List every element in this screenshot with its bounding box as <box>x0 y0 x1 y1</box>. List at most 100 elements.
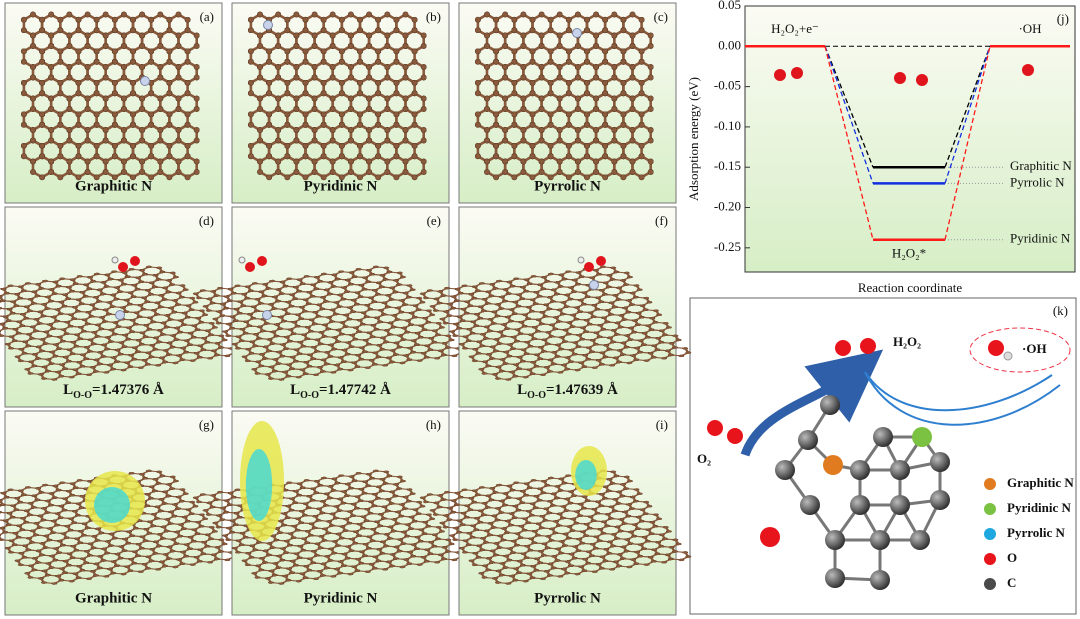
graphene <box>421 265 690 382</box>
oxygen-atom <box>584 262 594 272</box>
caption-part: L <box>63 382 73 398</box>
atom <box>798 430 818 450</box>
isosurface <box>245 449 273 521</box>
atom <box>707 420 723 436</box>
atom <box>930 452 950 472</box>
panel-k-decor <box>707 327 1071 457</box>
atom <box>823 455 843 475</box>
species-label: H₂O₂ <box>893 334 921 349</box>
caption-part: =1.47376 Å <box>92 382 164 398</box>
atom <box>850 495 870 515</box>
y-tick-label: -0.05 <box>714 78 741 93</box>
legend-label: O <box>1007 550 1017 565</box>
isosurface <box>94 487 130 523</box>
atom <box>860 338 876 354</box>
oxygen-atom <box>245 262 255 272</box>
panel-label: (c) <box>654 9 668 24</box>
legend-marker <box>984 578 996 590</box>
caption-part: L <box>290 382 300 398</box>
connector <box>944 46 991 240</box>
atom <box>890 495 910 515</box>
atom <box>988 340 1004 356</box>
atom <box>890 460 910 480</box>
panel-label: (j) <box>1057 11 1069 26</box>
hexagon <box>406 156 424 177</box>
atom <box>1003 351 1013 361</box>
hydrogen-atom <box>238 256 246 264</box>
atom <box>870 570 890 590</box>
legend-label: Pyridinic N <box>1007 500 1072 515</box>
y-tick-label: -0.25 <box>714 239 741 254</box>
panel-label: (k) <box>1053 303 1068 318</box>
atom <box>825 530 845 550</box>
oxygen-atom <box>130 256 140 266</box>
hydrogen-atom <box>111 256 119 264</box>
caption: Pyrrolic N <box>534 178 601 194</box>
graphene <box>194 265 463 382</box>
atom <box>912 427 932 447</box>
hexagon <box>179 156 197 177</box>
graphene <box>421 469 690 586</box>
legend-marker <box>984 528 996 540</box>
isosurface <box>575 460 597 490</box>
graphene <box>24 15 197 178</box>
state-label: ·OH <box>1018 21 1041 36</box>
caption: Pyridinic N <box>304 178 378 194</box>
nitrogen-atom <box>589 280 599 290</box>
atom <box>825 568 845 588</box>
x-axis-label: Reaction coordinate <box>858 280 963 295</box>
atom <box>760 527 780 547</box>
caption-sub: O-O <box>73 390 92 401</box>
caption: Pyrrolic N <box>534 590 601 606</box>
caption-part: L <box>517 382 527 398</box>
hexagon <box>666 550 690 561</box>
caption-part: =1.47639 Å <box>546 382 618 398</box>
panel-frame <box>458 410 677 616</box>
panel-label: (b) <box>426 9 441 24</box>
legend-label: Pyrrolic N <box>1010 174 1065 189</box>
oxygen-atom <box>774 69 786 81</box>
species-label: O₂ <box>697 451 711 466</box>
y-tick-label: 0.00 <box>718 37 741 52</box>
y-axis-label: Adsorption energy (eV) <box>686 77 701 201</box>
hydrogen-atom <box>577 256 585 264</box>
y-tick-label: -0.15 <box>714 158 741 173</box>
legend-label: C <box>1007 575 1016 590</box>
y-tick-label: -0.10 <box>714 118 741 133</box>
legend-label: Pyrrolic N <box>1007 525 1065 540</box>
hexagon <box>633 156 651 177</box>
hexagon <box>0 302 1 313</box>
connector <box>824 46 874 240</box>
connector <box>944 46 991 168</box>
plot-area <box>744 5 1076 273</box>
caption-sub: O-O <box>300 390 319 401</box>
nitrogen-atom <box>572 28 582 38</box>
graphene <box>478 15 651 178</box>
caption: Pyridinic N <box>304 590 378 606</box>
panel-label: (h) <box>426 417 441 432</box>
hexagon <box>666 346 690 357</box>
atom <box>870 530 890 550</box>
atom <box>775 460 795 480</box>
graphene <box>0 265 236 382</box>
oxygen-atom <box>257 256 267 266</box>
legend-marker <box>984 478 996 490</box>
caption: Graphitic N <box>75 178 152 194</box>
atom <box>835 340 851 356</box>
oh-ring <box>969 327 1071 373</box>
panel-label: (e) <box>427 213 441 228</box>
atom <box>850 460 870 480</box>
oxygen-atom <box>1022 64 1034 76</box>
atom <box>930 490 950 510</box>
atom <box>873 427 893 447</box>
connector <box>824 46 874 184</box>
y-tick-label: -0.20 <box>714 198 741 213</box>
panel-label: (i) <box>656 417 668 432</box>
graphene <box>251 15 424 178</box>
atom <box>800 495 820 515</box>
caption: Graphitic N <box>75 590 152 606</box>
atom <box>727 428 743 444</box>
caption: LO-O=1.47376 Å <box>63 382 164 401</box>
y-tick-label: 0.05 <box>718 0 741 12</box>
